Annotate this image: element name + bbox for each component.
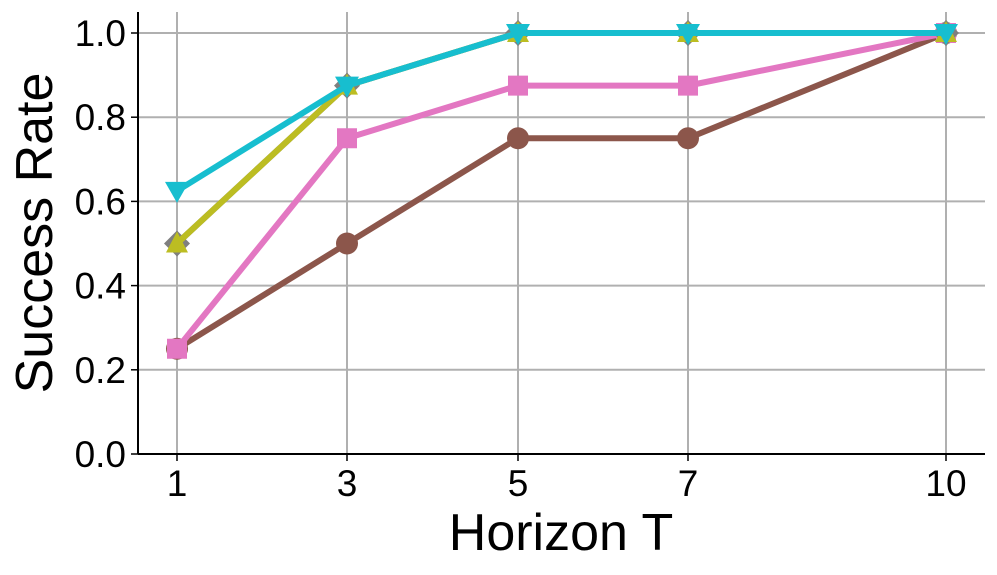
y-tick-label: 0.8: [75, 97, 126, 138]
y-tick-label: 0.4: [75, 266, 126, 307]
y-tick-label: 1.0: [75, 13, 126, 54]
series-cyan-triangle-down: [165, 24, 958, 203]
y-tick-label: 0.2: [75, 350, 126, 391]
triangle-down-marker-icon: [676, 24, 700, 45]
triangle-up-marker-icon: [166, 231, 188, 253]
square-marker-icon: [167, 338, 187, 359]
circle-marker-icon: [336, 232, 358, 255]
data-series: [164, 20, 959, 360]
y-tick-label: 0.6: [75, 181, 126, 222]
circle-marker-icon: [677, 127, 699, 150]
triangle-down-marker-icon: [335, 76, 359, 98]
circle-marker-icon: [507, 127, 529, 150]
grid-lines: [138, 12, 985, 454]
triangle-down-marker-icon: [165, 181, 189, 203]
x-tick-labels: 1 3 5 7 10: [167, 454, 967, 504]
y-tick-labels: 0.0 0.2 0.4 0.6 0.8 1.0: [75, 13, 138, 475]
x-tick-label: 10: [925, 463, 966, 504]
series-brown-circle: [166, 22, 957, 360]
x-tick-label: 3: [337, 463, 358, 504]
square-marker-icon: [337, 128, 357, 149]
triangle-down-marker-icon: [506, 24, 530, 45]
square-marker-icon: [508, 75, 528, 96]
axes: [137, 12, 985, 455]
x-tick-label: 7: [678, 463, 699, 504]
series-line: [175, 30, 948, 352]
square-marker-icon: [678, 75, 698, 96]
x-axis-label: Horizon T: [449, 504, 673, 562]
series-pink-square: [167, 23, 956, 359]
x-tick-label: 1: [167, 463, 188, 504]
triangle-down-marker-icon: [934, 24, 958, 45]
x-tick-label: 5: [508, 463, 529, 504]
y-axis-label: Success Rate: [6, 73, 64, 394]
y-tick-label: 0.0: [75, 434, 126, 475]
